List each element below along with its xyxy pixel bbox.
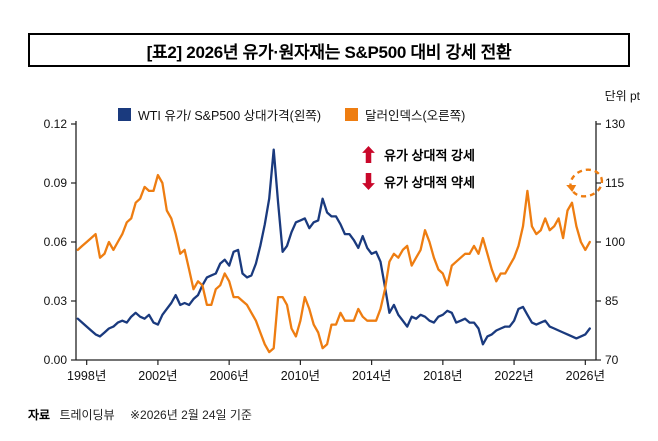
x-axis-tick-label: 2002년 [138, 369, 177, 383]
x-axis-tick-label: 2014년 [352, 369, 391, 383]
annotation-up-row: 유가 상대적 강세 [362, 145, 475, 164]
x-axis-tick-label: 2022년 [494, 369, 533, 383]
x-axis-tick-label: 2026년 [566, 369, 605, 383]
legend-swatch-wti-icon [118, 108, 131, 121]
x-axis-tick-label: 2006년 [209, 369, 248, 383]
right-axis-tick-label: 85 [605, 294, 619, 308]
x-axis-tick-label: 2018년 [423, 369, 462, 383]
right-axis-tick-label: 100 [605, 235, 625, 249]
right-axis-tick-label: 130 [605, 117, 625, 131]
left-axis-tick-label: 0.06 [44, 235, 68, 249]
highlight-circle-arrowhead-icon [566, 185, 577, 192]
legend-swatch-dollar-index-icon [345, 108, 358, 121]
legend-label-wti: WTI 유가/ S&P500 상대가격(왼쪽) [138, 109, 321, 123]
chart-title-box: [표2] 2026년 유가·원자재는 S&P500 대비 강세 전환 [28, 33, 630, 67]
source-label: 자료 [28, 408, 51, 422]
left-axis-tick-label: 0.12 [44, 117, 68, 131]
x-axis-tick-label: 1998년 [67, 369, 106, 383]
source-note: 자료 트레이딩뷰 ※2026년 2월 24일 기준 [28, 406, 252, 423]
annotation-up-label: 유가 상대적 강세 [384, 148, 475, 163]
right-axis-tick-label: 115 [605, 176, 624, 190]
dollar-index-line [76, 173, 591, 354]
chart-title: [표2] 2026년 유가·원자재는 S&P500 대비 강세 전환 [146, 42, 512, 62]
annotation-down-label: 유가 상대적 약세 [384, 175, 475, 190]
relative-strength-annotation: 유가 상대적 강세 유가 상대적 약세 [362, 145, 475, 191]
axis-unit-label: 단위 pt [604, 89, 640, 103]
source-value: 트레이딩뷰 [59, 408, 115, 422]
chart-legend: WTI 유가/ S&P500 상대가격(왼쪽) 달러인덱스(오른쪽) [118, 105, 489, 124]
wti-sp500-ratio-line [76, 148, 591, 346]
left-axis-tick-label: 0.03 [44, 294, 68, 308]
left-axis-tick-label: 0.09 [44, 176, 68, 190]
left-axis-tick-label: 0.00 [44, 353, 68, 367]
legend-label-dollar-index: 달러인덱스(오른쪽) [365, 109, 466, 123]
right-axis-tick-label: 70 [605, 353, 619, 367]
x-axis-tick-label: 2010년 [281, 369, 320, 383]
annotation-down-row: 유가 상대적 약세 [362, 172, 475, 191]
down-arrow-icon [362, 173, 375, 190]
source-date-note: ※2026년 2월 24일 기준 [129, 408, 252, 422]
up-arrow-icon [362, 146, 375, 163]
